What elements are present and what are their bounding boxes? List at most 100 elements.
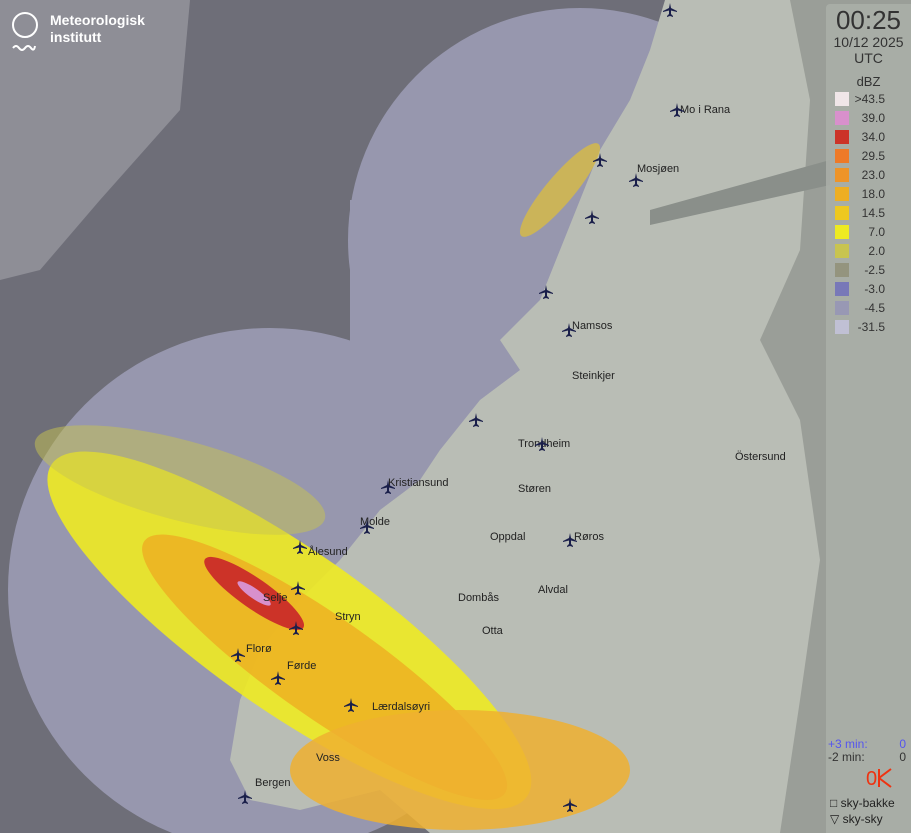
legend-swatch [835,300,849,315]
legend-value: -4.5 [864,300,885,315]
legend-swatch [835,205,849,220]
airport-icon [289,621,303,635]
legend-swatch [835,186,849,201]
city-label: Mo i Rana [680,104,731,116]
legend-value: 18.0 [861,186,885,201]
legend-swatch [835,91,849,106]
airport-icon [469,413,483,427]
city-label: Førde [287,660,317,672]
legend-row: 23.0 [826,165,911,184]
city-label: Kristiansund [388,477,449,489]
lightning-bolt-icon [878,768,892,788]
brand-line2: institutt [50,29,102,45]
legend-sky-sky: ▽ sky-sky [830,812,883,826]
square-icon: □ [830,796,838,810]
city-label: Alvdal [538,584,568,596]
airport-icon [238,790,252,804]
legend-value: 14.5 [861,205,885,220]
airport-icon [535,437,549,451]
legend-row: -3.0 [826,279,911,298]
airport-icon [585,210,599,224]
legend-panel: 00:25 10/12 2025 UTC dBZ >43.5 39.0 34.0 29… [826,4,911,833]
city-label: Namsos [572,320,613,332]
city-label: Selje [263,592,288,604]
city-label: Støren [518,483,552,495]
legend-value: 29.5 [861,148,885,163]
legend-swatch [835,224,849,239]
city-label: Steinkjer [572,370,615,382]
legend-swatch [835,129,849,144]
city-label: Stryn [335,611,361,623]
airport-icon [670,103,684,117]
city-label: Lærdalsøyri [372,701,431,713]
legend-value: 2.0 [868,243,885,258]
city-label: Otta [482,625,503,637]
legend-row: 29.5 [826,146,911,165]
legend-value: -2.5 [864,262,885,277]
airport-icon [593,153,607,167]
legend-value: 7.0 [868,224,885,239]
met-logo: Meteorologisk institutt [12,12,145,52]
legend-row: 14.5 [826,203,911,222]
city-label: Voss [316,752,340,764]
legend-value: >43.5 [854,91,885,106]
legend-swatch [835,262,849,277]
city-label: Bergen [255,777,291,789]
airport-icon [563,533,577,547]
legend-value: 34.0 [861,129,885,144]
legend-swatch [835,110,849,125]
city-label: Ålesund [308,546,348,558]
wave-icon [12,45,36,51]
airport-icon [563,798,577,812]
legend-row: -31.5 [826,317,911,336]
city-label: Östersund [735,451,786,463]
logo-icon [12,12,42,52]
legend-row: 34.0 [826,127,911,146]
airport-icon [293,540,307,554]
legend-swatch [835,167,849,182]
count-minus2: -2 min: 0 [828,750,906,764]
airport-icon [381,480,395,494]
airport-icon [271,671,285,685]
legend-value: 39.0 [861,110,885,125]
city-label: Røros [574,531,604,543]
airport-icon [344,698,358,712]
legend-swatch [835,243,849,258]
city-label: Florø [246,643,272,655]
legend-row: 18.0 [826,184,911,203]
legend-swatch [835,148,849,163]
legend-swatch [835,319,849,334]
legend-value: -31.5 [857,319,885,334]
unit-label: dBZ [856,74,881,89]
count-plus3: +3 min: 0 [828,737,906,751]
legend-value: 23.0 [861,167,885,182]
legend-row: 39.0 [826,108,911,127]
airport-icon [629,173,643,187]
city-label: Dombås [458,592,499,604]
legend-row: -4.5 [826,298,911,317]
airport-icon [663,3,677,17]
legend-row: >43.5 [826,89,911,108]
legend-row: 7.0 [826,222,911,241]
airport-icon [562,323,576,337]
lightning-counts: +3 min: 0 -2 min: 0 [826,738,906,764]
city-label: Oppdal [490,531,526,543]
lightning-icon: 0 [866,768,893,791]
airport-icon [360,520,374,534]
legend-row: -2.5 [826,260,911,279]
timezone: UTC [854,50,883,66]
brand-line1: Meteorologisk [50,12,145,28]
triangle-down-icon: ▽ [830,812,840,826]
time: 00:25 [835,5,902,35]
legend-swatch [835,281,849,296]
airport-icon [231,648,245,662]
airport-icon [291,581,305,595]
legend-value: -3.0 [864,281,885,296]
date: 10/12 2025 [833,34,904,50]
legend-row: 2.0 [826,241,911,260]
city-label: Mosjøen [637,163,680,175]
dbz-legend: >43.5 39.0 34.0 29.5 23.0 18.0 14.5 7.0 2.0 -2.5 -… [826,89,911,336]
airport-icon [539,285,553,299]
legend-sky-bakke: □ sky-bakke [830,796,895,810]
